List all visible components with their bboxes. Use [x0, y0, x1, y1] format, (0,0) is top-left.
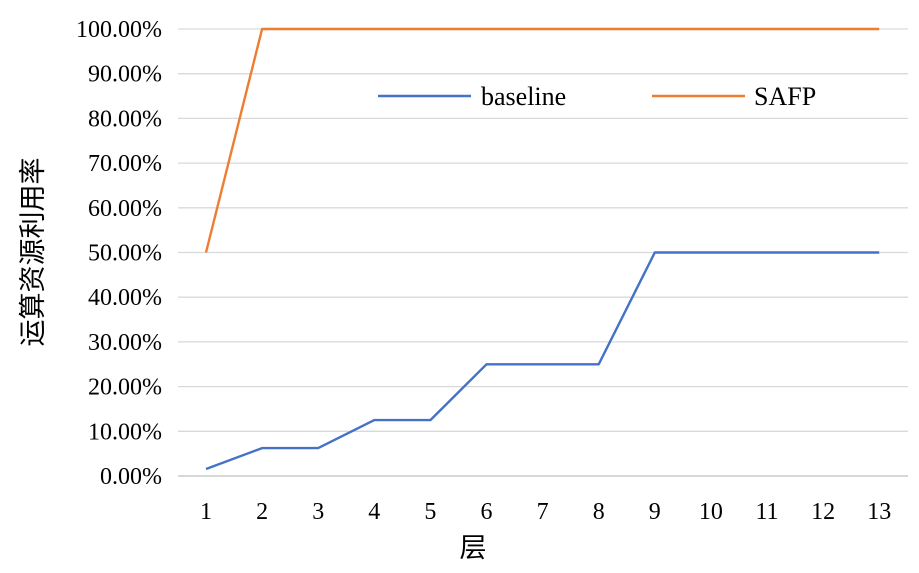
x-tick-label: 13 — [867, 499, 891, 525]
y-tick-label: 60.00% — [88, 196, 162, 222]
x-tick-label: 10 — [699, 499, 723, 525]
series-line-safp — [206, 29, 879, 253]
y-tick-label: 80.00% — [88, 106, 162, 132]
legend-label-safp: SAFP — [754, 82, 816, 111]
x-tick-label: 6 — [481, 499, 493, 525]
y-tick-label: 100.00% — [76, 17, 162, 43]
x-tick-label: 1 — [200, 499, 212, 525]
y-tick-label: 10.00% — [88, 419, 162, 445]
x-axis-title: 层 — [460, 533, 487, 563]
legend-label-baseline: baseline — [481, 82, 566, 111]
y-tick-label: 50.00% — [88, 241, 162, 267]
y-tick-label: 0.00% — [100, 464, 162, 490]
x-tick-label: 9 — [649, 499, 661, 525]
y-axis-title: 运算资源利用率 — [18, 158, 48, 347]
series-line-baseline — [206, 253, 879, 470]
x-tick-label: 3 — [312, 499, 324, 525]
x-tick-label: 2 — [256, 499, 268, 525]
y-tick-label: 30.00% — [88, 330, 162, 356]
legend: baseline SAFP — [378, 82, 816, 111]
y-tick-label: 20.00% — [88, 375, 162, 401]
y-tick-label: 90.00% — [88, 62, 162, 88]
x-tick-label: 12 — [811, 499, 835, 525]
x-tick-label: 5 — [424, 499, 436, 525]
y-tick-label: 70.00% — [88, 151, 162, 177]
x-tick-label: 7 — [537, 499, 549, 525]
x-tick-label: 11 — [755, 499, 778, 525]
x-tick-label: 4 — [368, 499, 380, 525]
y-axis-ticks: 0.00% 10.00% 20.00% 30.00% 40.00% 50.00% 60.00… — [76, 17, 162, 490]
y-tick-label: 40.00% — [88, 285, 162, 311]
x-tick-label: 8 — [593, 499, 605, 525]
